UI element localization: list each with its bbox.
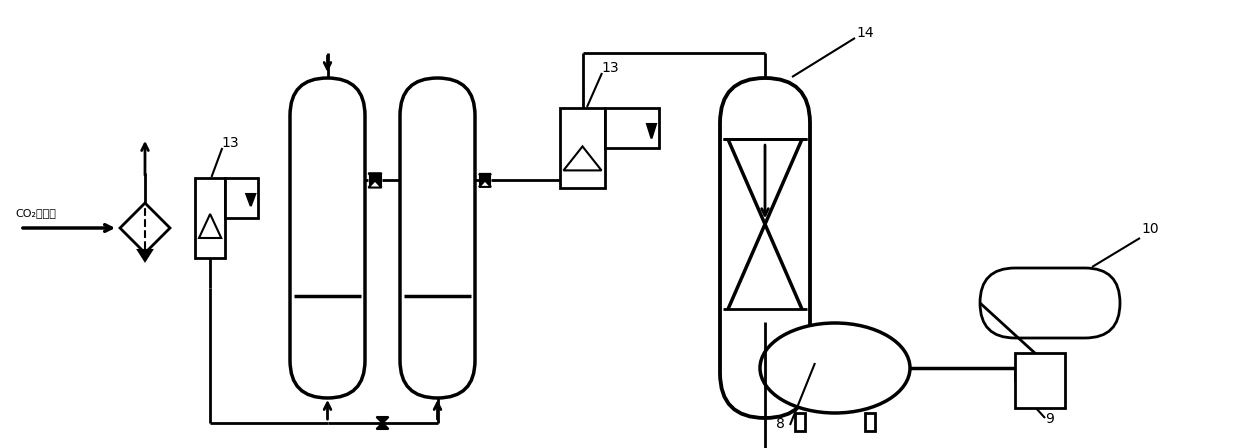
Polygon shape: [120, 203, 170, 253]
Bar: [226, 178, 258, 218]
Bar: [195, 178, 226, 258]
Text: 14: 14: [856, 26, 874, 40]
Bar: [795, 413, 805, 431]
Polygon shape: [647, 124, 656, 138]
Bar: [1016, 353, 1065, 408]
Bar: [480, 176, 490, 185]
Polygon shape: [377, 423, 388, 429]
Polygon shape: [479, 181, 491, 187]
Text: 13: 13: [222, 136, 239, 150]
Bar: [560, 108, 605, 188]
FancyBboxPatch shape: [401, 78, 475, 398]
Polygon shape: [368, 173, 382, 181]
Polygon shape: [198, 214, 221, 238]
Polygon shape: [247, 194, 255, 206]
FancyBboxPatch shape: [720, 78, 810, 418]
Text: 8: 8: [775, 417, 785, 431]
Text: CO₂原料气: CO₂原料气: [15, 208, 56, 218]
Bar: [370, 175, 381, 186]
FancyBboxPatch shape: [980, 268, 1120, 338]
Bar: [866, 413, 875, 431]
Text: 13: 13: [601, 61, 619, 75]
Polygon shape: [563, 146, 601, 170]
Polygon shape: [138, 250, 153, 261]
FancyBboxPatch shape: [290, 78, 365, 398]
Polygon shape: [368, 181, 382, 188]
Text: 10: 10: [1141, 222, 1159, 236]
Polygon shape: [377, 417, 388, 423]
Polygon shape: [479, 174, 491, 181]
Ellipse shape: [760, 323, 910, 413]
Bar: [605, 108, 658, 148]
Text: 9: 9: [1045, 412, 1054, 426]
